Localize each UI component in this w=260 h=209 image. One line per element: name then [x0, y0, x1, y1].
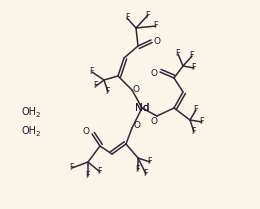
Text: F: F [106, 88, 110, 97]
Text: F: F [192, 64, 196, 73]
Text: F: F [176, 50, 180, 59]
Text: F: F [125, 14, 129, 23]
Text: Nd: Nd [135, 103, 149, 113]
Text: O: O [151, 70, 158, 79]
Text: 2: 2 [35, 112, 40, 118]
Text: O: O [133, 85, 140, 94]
Text: O: O [151, 116, 158, 125]
Text: F: F [192, 127, 196, 136]
Text: OH: OH [22, 107, 37, 117]
Text: F: F [148, 158, 152, 167]
Text: 2: 2 [35, 131, 40, 137]
Text: F: F [190, 51, 194, 60]
Text: O: O [133, 121, 140, 130]
Text: Nd: Nd [135, 103, 149, 113]
Text: F: F [200, 117, 204, 126]
Text: F: F [98, 167, 102, 176]
Text: F: F [86, 172, 90, 181]
Text: F: F [94, 82, 98, 90]
Text: F: F [146, 10, 150, 19]
Text: F: F [90, 68, 94, 76]
Text: OH: OH [22, 126, 37, 136]
Text: F: F [144, 169, 148, 178]
Text: F: F [194, 106, 198, 115]
Text: O: O [153, 37, 160, 46]
Text: O: O [82, 127, 89, 136]
Text: F: F [136, 166, 140, 175]
Text: F: F [70, 163, 74, 172]
Text: F: F [154, 22, 158, 31]
